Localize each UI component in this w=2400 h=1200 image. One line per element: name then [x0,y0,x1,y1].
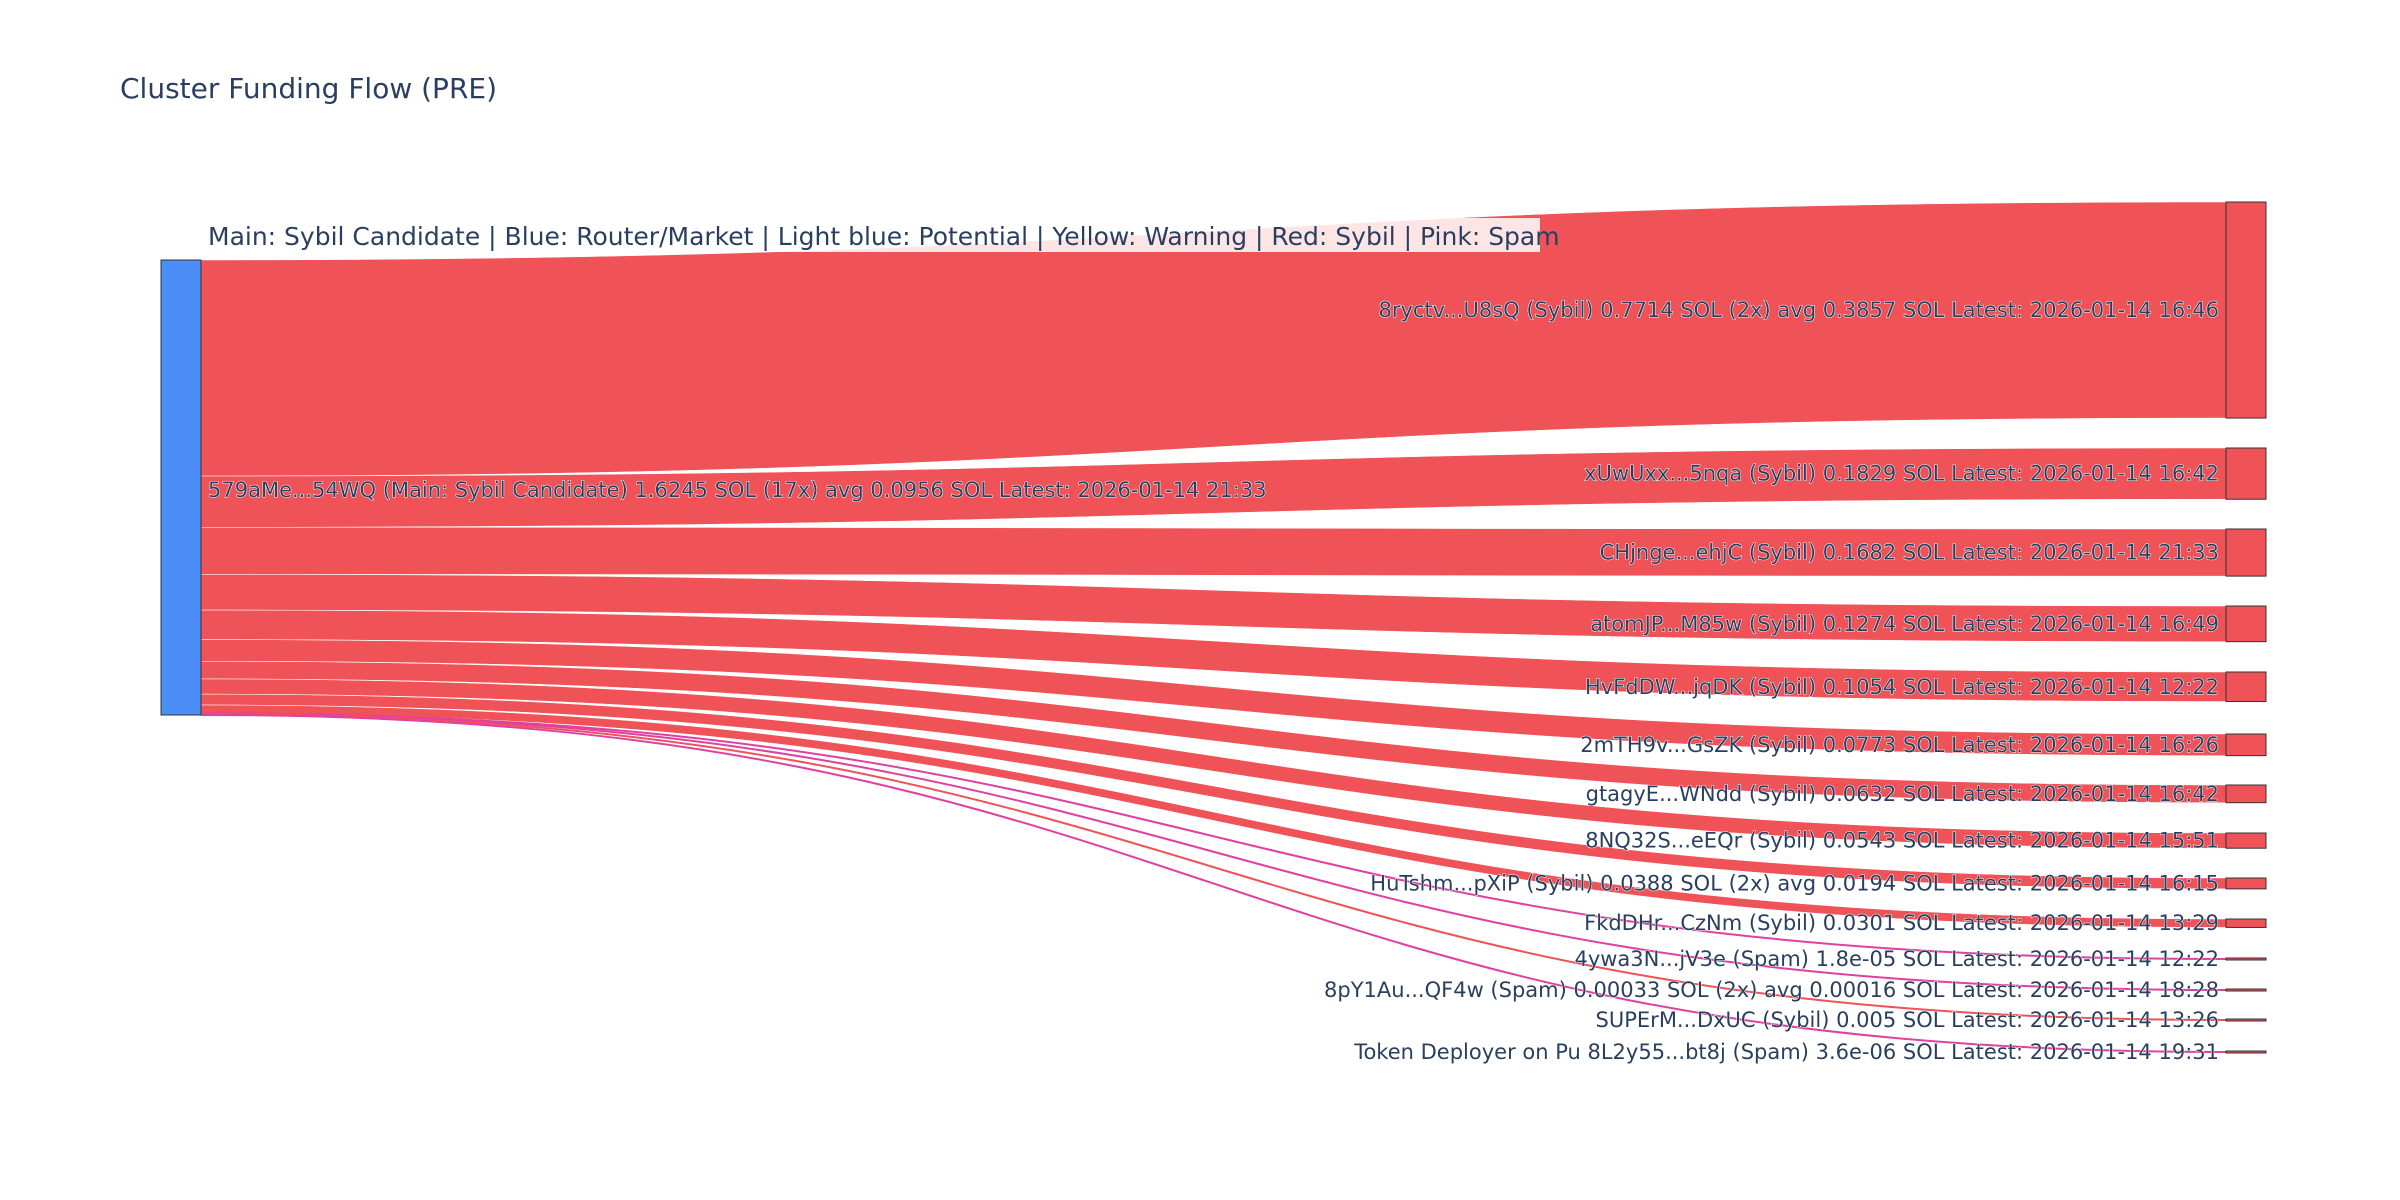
node-target-11[interactable] [2225,988,2267,992]
node-target-label-8: HuTshm...pXiP (Sybil) 0.0388 SOL (2x) av… [1370,871,2219,895]
node-target-label-6: gtagyE...WNdd (Sybil) 0.0632 SOL Latest:… [1586,782,2219,806]
node-target-5[interactable] [2225,733,2267,757]
node-target-label-9: FkdDHr...CzNm (Sybil) 0.0301 SOL Latest:… [1584,911,2219,935]
legend-note: Main: Sybil Candidate | Blue: Router/Mar… [204,218,1560,252]
node-target-label-1: xUwUxx...5nqa (Sybil) 0.1829 SOL Latest:… [1584,462,2219,486]
node-target-label-11: 8pY1Au...QF4w (Spam) 0.00033 SOL (2x) av… [1324,978,2219,1002]
links-layer [200,201,2227,1053]
node-target-12[interactable] [2225,1018,2267,1022]
link-13[interactable] [200,713,2227,1053]
node-target-3[interactable] [2225,605,2267,643]
node-target-label-7: 8NQ32S...eEQr (Sybil) 0.0543 SOL Latest:… [1585,829,2219,853]
chart-title: Cluster Funding Flow (PRE) [120,72,498,105]
link-10[interactable] [200,712,2227,960]
node-target-10[interactable] [2225,957,2267,961]
node-target-label-2: CHjnge...ehjC (Sybil) 0.1682 SOL Latest:… [1600,541,2219,565]
nodes-layer [160,201,2267,1054]
node-target-7[interactable] [2225,832,2267,849]
node-target-4[interactable] [2225,671,2267,703]
node-target-6[interactable] [2225,784,2267,804]
node-target-label-4: HvFdDW...jqDK (Sybil) 0.1054 SOL Latest:… [1585,675,2219,699]
node-target-label-0: 8ryctv...U8sQ (Sybil) 0.7714 SOL (2x) av… [1378,298,2219,322]
node-target-label-5: 2mTH9v...GsZK (Sybil) 0.0773 SOL Latest:… [1580,733,2219,757]
node-source-label: 579aMe...54WQ (Main: Sybil Candidate) 1.… [208,478,1267,502]
legend-note-background [204,218,1540,252]
node-target-8[interactable] [2225,877,2267,890]
node-target-label-3: atomJP...M85w (Sybil) 0.1274 SOL Latest:… [1590,612,2219,636]
node-target-label-12: SUPErM...DxUC (Sybil) 0.005 SOL Latest: … [1596,1008,2219,1032]
node-target-1[interactable] [2225,447,2267,500]
node-target-0[interactable] [2225,201,2267,419]
node-target-13[interactable] [2225,1050,2267,1054]
node-target-label-10: 4ywa3N...jV3e (Spam) 1.8e-05 SOL Latest:… [1574,947,2219,971]
node-target-2[interactable] [2225,528,2267,577]
link-12[interactable] [200,713,2227,1021]
legend-note-text: Main: Sybil Candidate | Blue: Router/Mar… [208,222,1560,251]
node-target-label-13: Token Deployer on Pu 8L2y55...bt8j (Spam… [1353,1040,2219,1064]
labels-layer: 579aMe...54WQ (Main: Sybil Candidate) 1.… [208,298,2220,1065]
link-11[interactable] [200,712,2227,991]
node-target-9[interactable] [2225,918,2267,928]
node-source[interactable] [160,259,202,716]
